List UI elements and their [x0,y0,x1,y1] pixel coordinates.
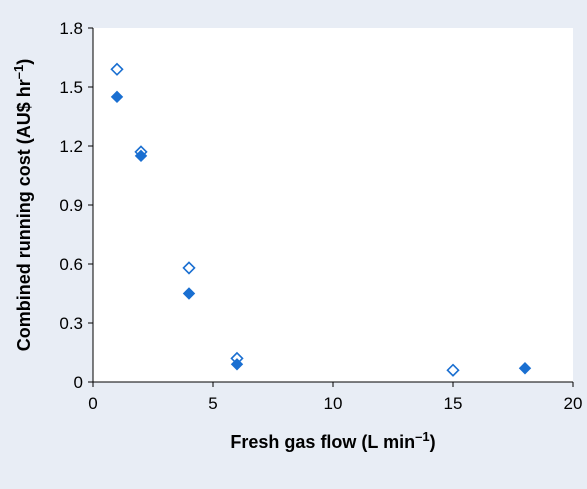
y-tick-label: 1.8 [59,19,83,38]
open-diamond-point [446,363,460,377]
x-tick-label: 15 [444,394,463,413]
y-tick-label: 0 [74,373,83,392]
y-tick-label: 0.9 [59,196,83,215]
y-axis-title-end: ) [14,59,34,65]
x-tick-label: 0 [88,394,97,413]
open-diamond-point [110,62,124,76]
y-axis-title-sup: –1 [11,65,26,79]
x-tick-label: 10 [324,394,343,413]
filled-diamond-point [230,358,244,371]
x-tick-label: 20 [564,394,583,413]
y-tick-label: 1.2 [59,137,83,156]
y-tick-label: 0.3 [59,314,83,333]
x-axis-title-end: ) [430,432,436,452]
y-axis-title-main: Combined running cost (AU$ hr [14,79,34,351]
open-diamond-point [182,261,196,275]
x-tick-label: 5 [208,394,217,413]
filled-diamond-point [134,149,148,163]
data-points [110,62,532,377]
tick-labels: 0 0.3 0.6 0.9 1.2 1.5 1.8 0 5 10 15 20 [59,19,582,413]
y-axis-title: Combined running cost (AU$ hr–1) [11,59,34,351]
y-tick-label: 1.5 [59,78,83,97]
axes [88,27,574,387]
filled-diamond-point [182,287,196,300]
filled-diamond-point [110,90,124,104]
x-axis-title-sup: –1 [415,429,429,444]
y-tick-label: 0.6 [59,255,83,274]
filled-diamond-point [518,362,532,375]
x-axis-title: Fresh gas flow (L min–1) [230,429,435,452]
x-axis-title-main: Fresh gas flow (L min [230,432,415,452]
plot-area [93,28,573,382]
